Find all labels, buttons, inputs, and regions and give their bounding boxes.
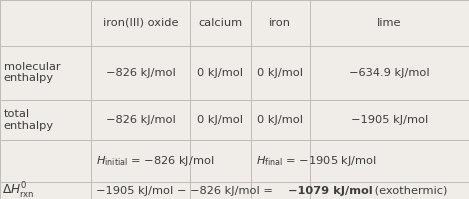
- Text: iron: iron: [269, 18, 291, 28]
- Text: $\Delta H^0_\mathrm{rxn}$: $\Delta H^0_\mathrm{rxn}$: [2, 180, 35, 199]
- Text: molecular
enthalpy: molecular enthalpy: [4, 62, 61, 83]
- Text: iron(III) oxide: iron(III) oxide: [103, 18, 178, 28]
- Text: $H_\mathrm{final}$ = −1905 kJ/mol: $H_\mathrm{final}$ = −1905 kJ/mol: [256, 154, 377, 168]
- Text: 0 kJ/mol: 0 kJ/mol: [257, 68, 303, 78]
- Text: calcium: calcium: [198, 18, 242, 28]
- Text: 0 kJ/mol: 0 kJ/mol: [257, 115, 303, 125]
- Text: total
enthalpy: total enthalpy: [4, 109, 54, 131]
- Text: (exothermic): (exothermic): [371, 185, 447, 196]
- Text: $H_\mathrm{initial}$ = −826 kJ/mol: $H_\mathrm{initial}$ = −826 kJ/mol: [96, 154, 214, 168]
- Text: 0 kJ/mol: 0 kJ/mol: [197, 115, 243, 125]
- Text: −826 kJ/mol: −826 kJ/mol: [106, 68, 175, 78]
- Text: −634.9 kJ/mol: −634.9 kJ/mol: [349, 68, 430, 78]
- Text: −1905 kJ/mol − −826 kJ/mol =: −1905 kJ/mol − −826 kJ/mol =: [96, 185, 277, 196]
- Text: lime: lime: [377, 18, 401, 28]
- Text: −1079 kJ/mol: −1079 kJ/mol: [288, 185, 373, 196]
- Text: −826 kJ/mol: −826 kJ/mol: [106, 115, 175, 125]
- Text: 0 kJ/mol: 0 kJ/mol: [197, 68, 243, 78]
- Text: −1905 kJ/mol: −1905 kJ/mol: [351, 115, 428, 125]
